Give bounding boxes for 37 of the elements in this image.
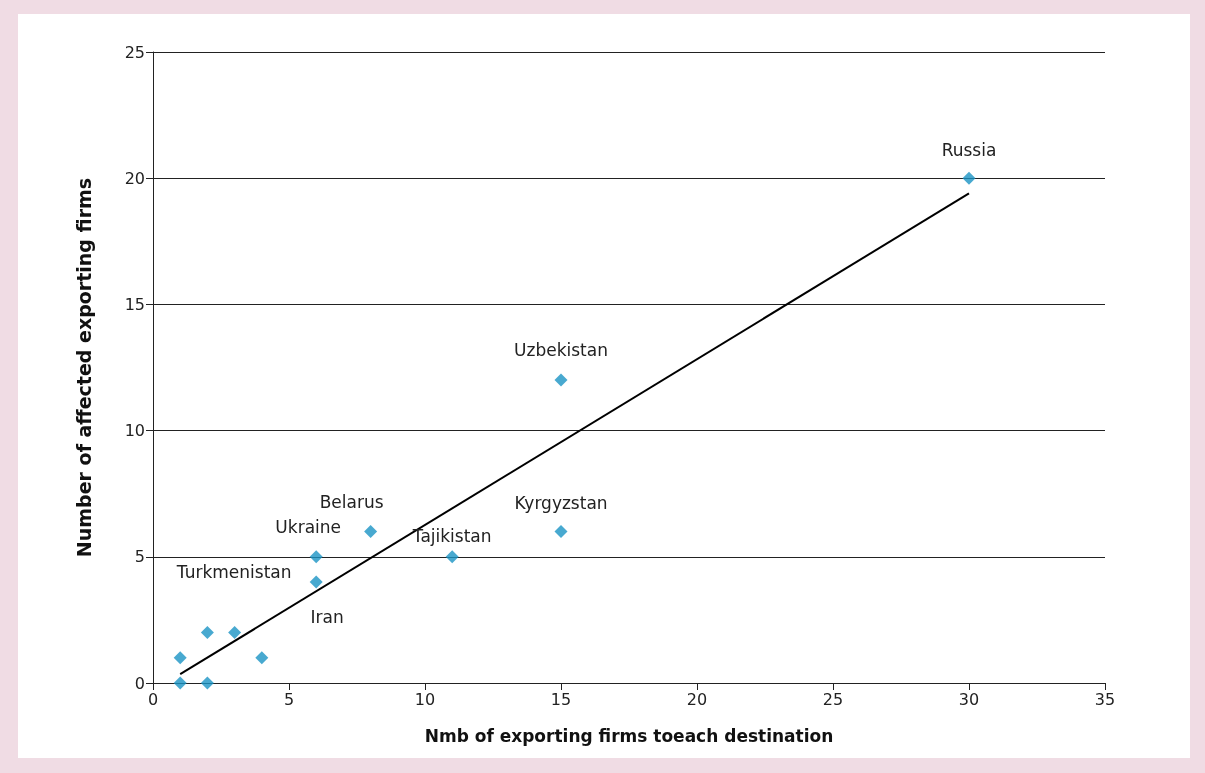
x-tick-label: 5 xyxy=(283,689,295,709)
point xyxy=(309,550,323,564)
annotation: Uzbekistan xyxy=(514,340,608,361)
annotation: Ukraine xyxy=(275,516,342,537)
y-tick-label: 15 xyxy=(124,294,145,314)
y-axis-title: Number of affected exporting firms xyxy=(72,177,95,558)
point xyxy=(554,525,568,539)
annotation: Iran xyxy=(310,607,344,628)
point xyxy=(364,525,378,539)
point xyxy=(962,171,976,185)
x-tick-label: 30 xyxy=(958,689,980,709)
y-tick-label: 0 xyxy=(134,673,145,693)
point xyxy=(255,651,269,665)
point xyxy=(200,626,214,640)
annotation: Kyrgyzstan xyxy=(514,492,608,513)
point xyxy=(309,575,323,589)
annotation: Turkmenistan xyxy=(175,561,292,582)
point xyxy=(554,373,568,387)
x-tick-label: 35 xyxy=(1094,689,1116,709)
point xyxy=(445,550,459,564)
y-tick-label: 5 xyxy=(134,547,145,567)
x-tick-label: 20 xyxy=(686,689,708,709)
point xyxy=(228,626,242,640)
annotation: Russia xyxy=(941,140,997,161)
y-tick-label: 10 xyxy=(124,421,145,441)
x-axis-title: Nmb of exporting firms toeach destination xyxy=(424,725,834,746)
annotation: Belarus xyxy=(319,491,384,512)
point xyxy=(173,651,187,665)
y-tick-label: 20 xyxy=(124,168,145,188)
annotation: Tajikistan xyxy=(411,525,492,546)
x-tick-label: 15 xyxy=(550,689,572,709)
point xyxy=(173,676,187,690)
x-tick-label: 10 xyxy=(414,689,436,709)
x-tick-label: 0 xyxy=(147,689,159,709)
y-tick-label: 25 xyxy=(124,42,145,62)
point xyxy=(200,676,214,690)
x-tick-label: 25 xyxy=(822,689,844,709)
